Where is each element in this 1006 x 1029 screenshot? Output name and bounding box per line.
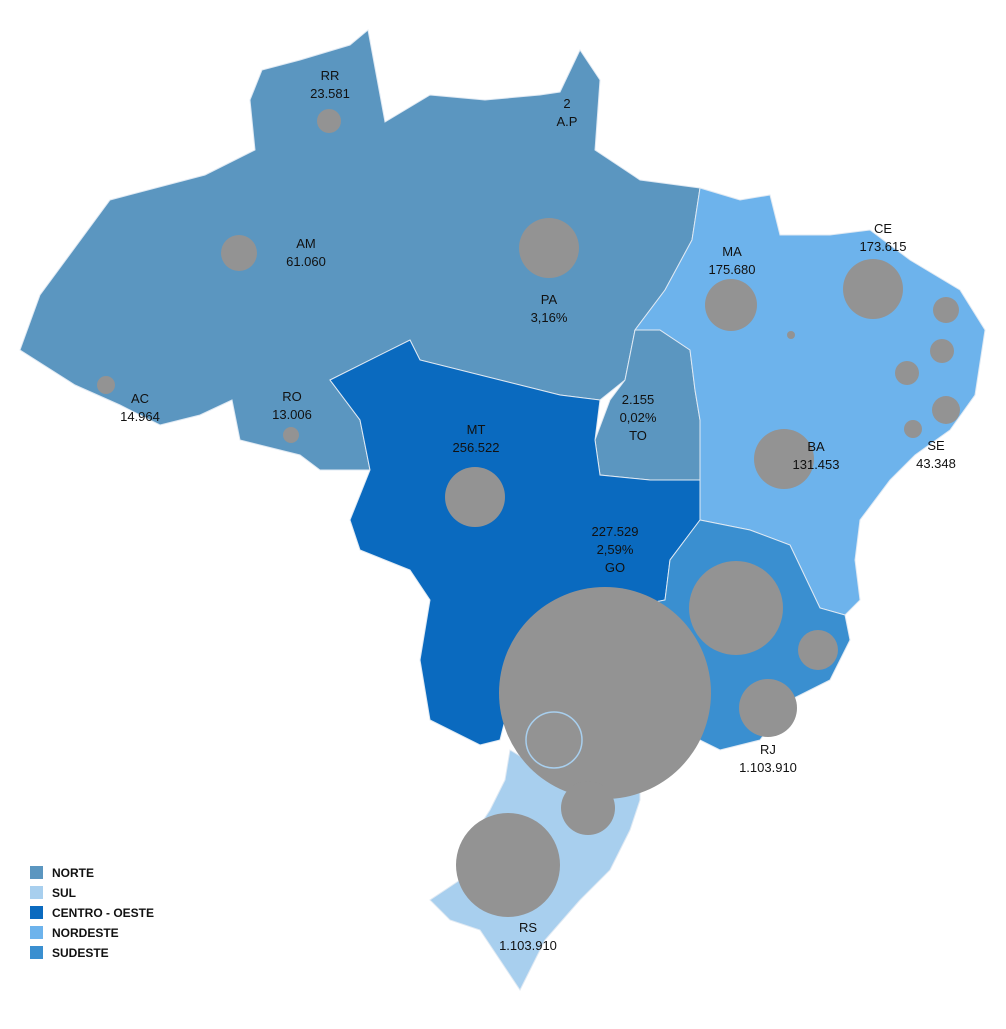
state-label: 1.103.910 (499, 938, 557, 953)
legend-label: NORDESTE (52, 926, 119, 940)
state-label: MA (722, 244, 742, 259)
state-label: 131.453 (793, 457, 840, 472)
state-label: 227.529 (592, 524, 639, 539)
bubble (930, 339, 954, 363)
state-label: AM (296, 236, 316, 251)
state-label: RR (321, 68, 340, 83)
bubble (843, 259, 903, 319)
state-label: TO (629, 428, 647, 443)
bubble (97, 376, 115, 394)
bubble (933, 297, 959, 323)
legend: NORTE SUL CENTRO - OESTE NORDESTE SUDESTE (30, 866, 154, 960)
state-label: 2,59% (597, 542, 634, 557)
state-label: 23.581 (310, 86, 350, 101)
state-label: 14.964 (120, 409, 160, 424)
bubble (317, 109, 341, 133)
state-label: 175.680 (709, 262, 756, 277)
state-label: 13.006 (272, 407, 312, 422)
legend-swatch (30, 926, 43, 939)
bubble (705, 279, 757, 331)
state-label: 43.348 (916, 456, 956, 471)
bubble (932, 396, 960, 424)
legend-swatch (30, 946, 43, 959)
state-label: RO (282, 389, 302, 404)
state-labels: RR 23.581 2 A.P AM 61.060 PA 3,16% MA 175.680 CE 17… (120, 68, 956, 953)
state-label: BA (807, 439, 825, 454)
bubble (561, 781, 615, 835)
bubble (895, 361, 919, 385)
state-label: 0,02% (620, 410, 657, 425)
legend-swatch (30, 906, 43, 919)
legend-label: SUDESTE (52, 946, 109, 960)
bubble (221, 235, 257, 271)
state-label: 256.522 (453, 440, 500, 455)
bubble (525, 711, 583, 769)
state-label: 61.060 (286, 254, 326, 269)
bubble (798, 630, 838, 670)
legend-label: CENTRO - OESTE (52, 906, 154, 920)
legend-label: NORTE (52, 866, 94, 880)
state-label: MT (467, 422, 486, 437)
state-label: 3,16% (531, 310, 568, 325)
legend-swatch (30, 866, 43, 879)
bubble (689, 561, 783, 655)
bubble (456, 813, 560, 917)
state-label: AC (131, 391, 149, 406)
bubble (904, 420, 922, 438)
bubble (445, 467, 505, 527)
state-label: 2.155 (622, 392, 655, 407)
bubble (519, 218, 579, 278)
state-label: CE (874, 221, 892, 236)
state-label: 1.103.910 (739, 760, 797, 775)
state-label: GO (605, 560, 625, 575)
bubble (283, 427, 299, 443)
legend-swatch (30, 886, 43, 899)
bubble (787, 331, 795, 339)
state-label: 2 (563, 96, 570, 111)
bubble (499, 587, 711, 799)
state-label: 173.615 (860, 239, 907, 254)
bubble (739, 679, 797, 737)
state-label: SE (927, 438, 945, 453)
state-label: PA (541, 292, 558, 307)
legend-label: SUL (52, 886, 76, 900)
state-label: RS (519, 920, 537, 935)
bubble (754, 429, 814, 489)
state-label: A.P (557, 114, 578, 129)
state-label: RJ (760, 742, 776, 757)
bubbles (97, 109, 960, 917)
